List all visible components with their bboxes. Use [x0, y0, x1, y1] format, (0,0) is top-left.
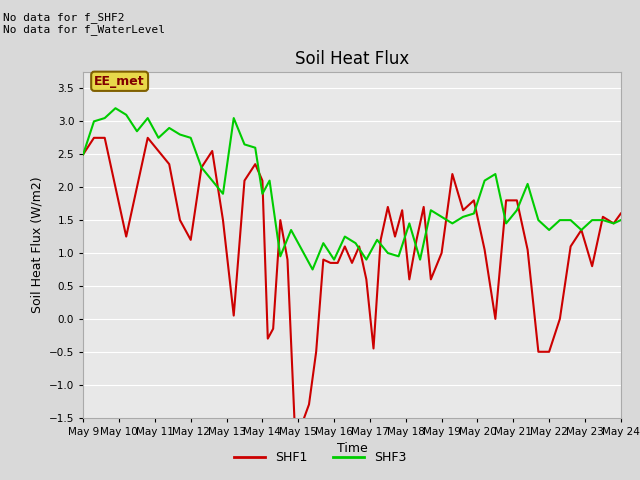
Y-axis label: Soil Heat Flux (W/m2): Soil Heat Flux (W/m2) — [30, 177, 44, 313]
Text: EE_met: EE_met — [94, 75, 145, 88]
Text: No data for f_WaterLevel: No data for f_WaterLevel — [3, 24, 165, 35]
Legend: SHF1, SHF3: SHF1, SHF3 — [229, 446, 411, 469]
Text: No data for f_SHF2: No data for f_SHF2 — [3, 12, 125, 23]
X-axis label: Time: Time — [337, 442, 367, 455]
Title: Soil Heat Flux: Soil Heat Flux — [295, 49, 409, 68]
